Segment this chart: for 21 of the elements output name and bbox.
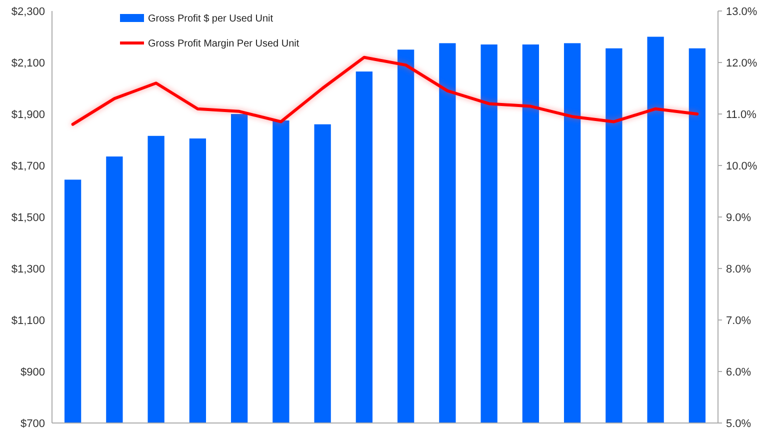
y2-tick-label: 10.0%	[726, 160, 758, 172]
line-series	[71, 56, 699, 126]
y2-tick-label: 8.0%	[726, 263, 752, 276]
y2-tick-label: 12.0%	[726, 57, 758, 70]
y-tick-label: $2,100	[11, 57, 45, 70]
y2-tick-label: 6.0%	[726, 366, 752, 378]
y-tick-label: $1,900	[11, 108, 45, 121]
y-tick-label: $1,700	[11, 160, 45, 172]
legend-label: Gross Profit $ per Used Unit	[148, 14, 274, 24]
y2-tick-label: 11.0%	[726, 108, 757, 121]
y2-tick-label: 7.0%	[726, 314, 752, 327]
y-tick-label: $900	[20, 366, 45, 378]
y2-tick-label: 9.0%	[726, 212, 752, 224]
y2-tick-label: 5.0%	[726, 418, 752, 430]
y2-tick-label: 13.0%	[726, 6, 758, 18]
y-tick-label: $2,300	[11, 6, 45, 18]
y-tick-label: $1,300	[11, 263, 45, 276]
y-tick-label: $1,100	[11, 314, 45, 327]
y-tick-label: $700	[20, 418, 45, 430]
legend-label: Gross Profit Margin Per Used Unit	[148, 38, 300, 50]
y-tick-label: $1,500	[11, 212, 45, 224]
